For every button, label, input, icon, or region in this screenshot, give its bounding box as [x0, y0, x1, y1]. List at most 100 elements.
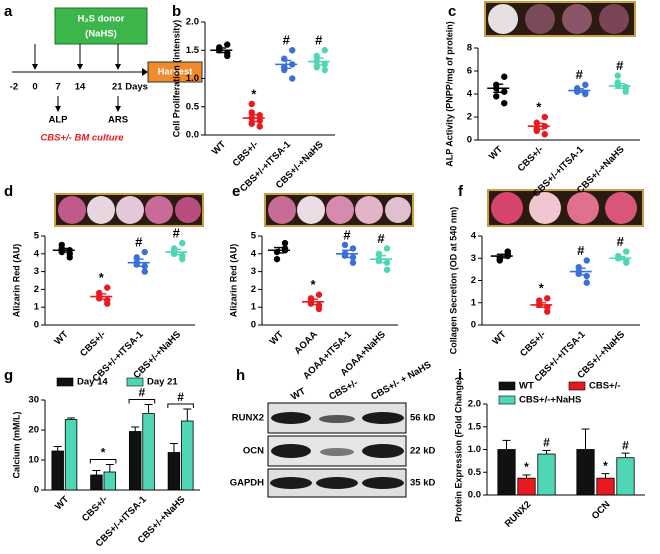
significance: * — [99, 270, 105, 285]
data-point — [104, 296, 111, 304]
data-point — [623, 248, 630, 255]
y-tick-label: 1 — [251, 302, 257, 313]
legend-swatch — [56, 377, 74, 387]
x-tick-label: WT — [487, 144, 505, 162]
well-photo — [484, 1, 636, 37]
bar — [596, 477, 615, 496]
data-point — [496, 257, 503, 264]
legend-swatch — [126, 377, 144, 387]
y-tick-label: 2 — [34, 284, 39, 295]
y-tick-label: 4 — [471, 231, 477, 242]
significance: # — [577, 243, 585, 258]
panel-letter: e — [232, 183, 240, 200]
y-tick-label: 1 — [471, 297, 477, 308]
blot-row: RUNX2 — [232, 413, 264, 424]
data-point — [501, 73, 508, 80]
legend-swatch — [498, 381, 516, 391]
y-axis-label: Collagen Secretion (OD at 540 nm) — [448, 207, 458, 355]
panel-letter: a — [4, 3, 13, 20]
y-axis-label: Alizarin Red (AU) — [11, 244, 21, 318]
data-point — [141, 263, 148, 270]
data-point — [281, 239, 289, 247]
legend-swatch — [568, 381, 586, 391]
legend-label: CBS+/- — [589, 381, 620, 392]
panel-letter: i — [458, 367, 462, 384]
y-tick-label: 5 — [251, 231, 257, 242]
significance: * — [251, 86, 257, 101]
blot-column: CBS+/- — [327, 378, 360, 403]
significance: * — [310, 277, 316, 292]
donor-label: H₂S donor — [78, 14, 125, 25]
bar — [64, 419, 78, 491]
x-tick-label: CBS+/- — [516, 144, 546, 174]
arrowheads — [32, 64, 121, 112]
arrowhead — [142, 68, 148, 76]
data-point — [341, 241, 349, 249]
panel-letter: d — [4, 183, 13, 200]
data-point — [541, 113, 548, 121]
y-tick-label: 10 — [28, 455, 39, 466]
y-tick-label: 2 — [467, 112, 472, 123]
data-point — [383, 259, 391, 266]
data-point — [315, 302, 323, 309]
data-point — [501, 88, 508, 95]
bar — [167, 452, 181, 491]
day-label: 0 — [32, 82, 37, 93]
data-point — [224, 41, 231, 48]
significance: * — [539, 281, 545, 296]
bar — [616, 457, 635, 496]
y-tick-label: 20 — [28, 425, 39, 436]
y-tick-label: 0 — [34, 320, 39, 331]
significance: # — [315, 33, 323, 48]
data-point — [383, 245, 391, 252]
y-tick-label: 2 — [251, 284, 256, 295]
assay-label: ARS — [108, 115, 128, 126]
data-point — [501, 100, 508, 107]
x-tick-label: WT — [210, 139, 228, 157]
data-point — [248, 100, 255, 108]
timeline: H₂S donor (NaHS) Harvest -2 0 7 14 21 Da… — [10, 7, 203, 144]
data-point — [583, 279, 590, 286]
assay-label: ALP — [49, 115, 69, 126]
significance: # — [177, 390, 184, 404]
x-tick-label: WT — [268, 329, 286, 347]
legend-label: WT — [519, 381, 534, 392]
y-tick-label: 2.0 — [468, 399, 481, 410]
data-point — [58, 241, 65, 249]
y-tick-label: 4 — [251, 248, 257, 259]
western-blot: WT CBS+/- CBS+/- + NaHS RUNX2 OCN GAPDH … — [230, 359, 435, 498]
significance: # — [173, 226, 181, 241]
legend-label: Day 21 — [147, 377, 178, 388]
data-point — [349, 254, 357, 261]
data-point — [179, 239, 186, 247]
well-photo — [487, 189, 644, 227]
data-point — [141, 248, 148, 256]
bracket — [89, 459, 117, 464]
data-point — [224, 52, 231, 60]
day-label: 14 — [75, 82, 86, 93]
data-point — [273, 255, 281, 263]
data-point — [493, 93, 500, 100]
x-tick-label: WT — [53, 494, 71, 512]
y-tick-label: 0.0 — [186, 130, 199, 141]
y-tick-label: 0.5 — [468, 467, 482, 478]
x-tick-label: WT — [490, 329, 508, 347]
data-point — [104, 284, 111, 291]
x-tick-label: AOAA — [292, 329, 320, 357]
bar — [51, 450, 64, 491]
data-point — [614, 72, 621, 79]
data-point — [256, 117, 263, 125]
data-point — [256, 112, 263, 119]
y-axis-label: Calcium (mM/L) — [11, 411, 21, 478]
y-tick-label: 0.0 — [468, 490, 481, 501]
data-point — [256, 123, 263, 130]
data-point — [321, 66, 328, 74]
y-tick-label: 6 — [467, 66, 472, 77]
data-point — [544, 308, 551, 315]
significance: # — [283, 33, 291, 48]
bar — [90, 474, 103, 491]
data-point — [289, 47, 296, 54]
data-point — [66, 254, 73, 261]
x-tick-label: RUNX2 — [503, 499, 534, 530]
